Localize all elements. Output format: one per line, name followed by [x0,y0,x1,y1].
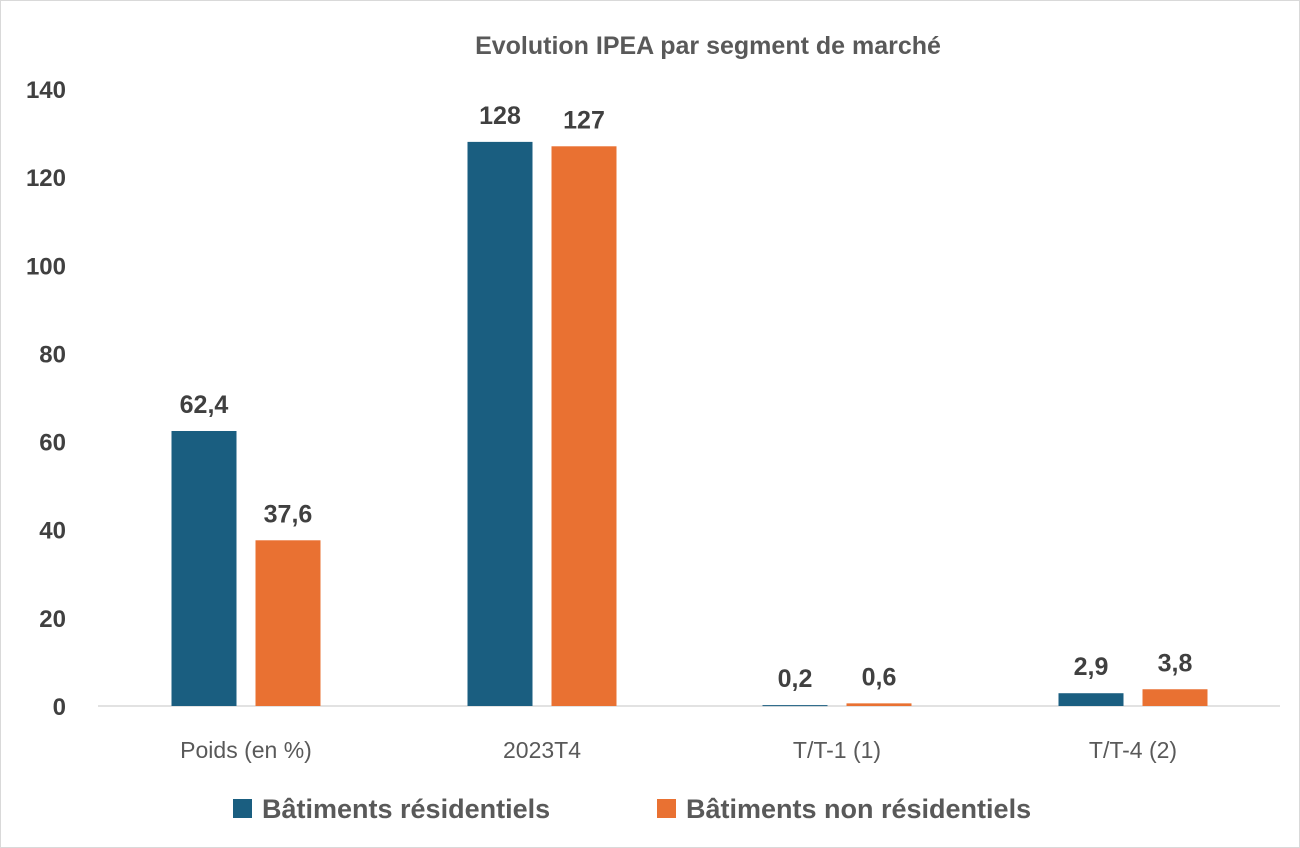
y-tick-label: 100 [26,253,66,280]
y-tick-label: 40 [39,518,66,545]
y-tick-label: 0 [53,694,66,721]
bar-non-residential [551,146,617,707]
data-label: 3,8 [1158,649,1193,677]
bar-residential [467,141,533,706]
bar-non-residential [255,540,321,706]
x-tick-label: Poids (en %) [180,737,312,763]
y-tick-label: 120 [26,165,66,192]
bar-non-residential [1142,689,1208,706]
legend-label: Bâtiments non résidentiels [686,794,1031,824]
bar-residential [171,430,237,706]
data-label: 0,6 [862,663,897,691]
data-label: 128 [479,102,521,130]
x-tick-label: T/T-4 (2) [1089,737,1177,763]
data-label: 37,6 [264,500,313,528]
bar-non-residential [846,703,912,706]
y-tick-label: 80 [39,341,66,368]
x-tick-label: T/T-1 (1) [793,737,881,763]
data-label: 62,4 [180,391,229,419]
bar-residential [1058,693,1124,706]
y-tick-label: 60 [39,430,66,457]
y-tick-label: 20 [39,606,66,633]
data-label: 127 [563,106,605,134]
data-label: 2,9 [1074,653,1109,681]
legend-label: Bâtiments résidentiels [262,794,550,824]
chart-title: Evolution IPEA par segment de marché [475,32,941,60]
data-label: 0,2 [778,665,813,693]
legend-swatch [233,799,252,818]
bar-residential [762,705,828,707]
legend-swatch [657,799,676,818]
y-tick-label: 140 [26,77,66,104]
x-tick-label: 2023T4 [503,737,581,763]
